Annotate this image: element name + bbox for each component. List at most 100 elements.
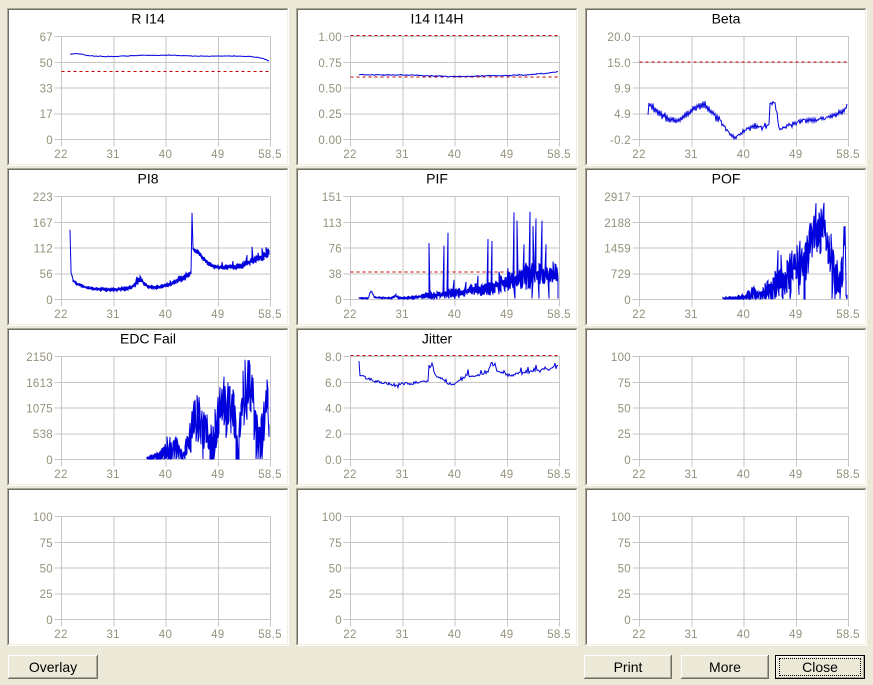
svg-text:0.25: 0.25	[318, 109, 342, 121]
svg-text:31: 31	[106, 309, 119, 321]
svg-text:22: 22	[632, 149, 645, 161]
svg-text:49: 49	[500, 629, 513, 641]
svg-text:I14 I14H: I14 I14H	[411, 11, 464, 27]
svg-text:0: 0	[335, 615, 342, 627]
svg-text:22: 22	[54, 309, 67, 321]
svg-text:223: 223	[33, 192, 53, 204]
svg-text:0: 0	[46, 295, 53, 307]
svg-text:22: 22	[343, 629, 356, 641]
svg-text:49: 49	[789, 149, 802, 161]
svg-text:15.0: 15.0	[607, 58, 631, 70]
svg-text:100: 100	[611, 512, 631, 524]
svg-text:PI8: PI8	[137, 171, 158, 187]
svg-text:49: 49	[500, 309, 513, 321]
svg-text:8.0: 8.0	[325, 352, 342, 364]
svg-text:31: 31	[106, 629, 119, 641]
svg-text:22: 22	[343, 469, 356, 481]
svg-text:100: 100	[611, 352, 631, 364]
svg-text:33: 33	[40, 84, 53, 96]
svg-text:22: 22	[632, 309, 645, 321]
svg-text:22: 22	[343, 309, 356, 321]
svg-text:0.75: 0.75	[318, 58, 342, 70]
svg-text:58.5: 58.5	[836, 629, 860, 641]
svg-text:38: 38	[329, 269, 342, 281]
svg-text:49: 49	[211, 149, 224, 161]
svg-text:22: 22	[54, 149, 67, 161]
svg-text:58.5: 58.5	[258, 149, 282, 161]
svg-text:538: 538	[33, 429, 53, 441]
svg-text:Jitter: Jitter	[422, 331, 453, 347]
svg-text:49: 49	[500, 149, 513, 161]
svg-text:POF: POF	[712, 171, 741, 187]
svg-text:2150: 2150	[26, 352, 53, 364]
svg-text:31: 31	[395, 629, 408, 641]
svg-text:50: 50	[618, 564, 631, 576]
svg-text:25: 25	[329, 589, 342, 601]
svg-text:1.00: 1.00	[318, 32, 342, 44]
svg-text:0: 0	[46, 455, 53, 467]
svg-text:0: 0	[46, 135, 53, 147]
svg-text:50: 50	[40, 58, 53, 70]
svg-text:1613: 1613	[26, 378, 53, 390]
svg-text:58.5: 58.5	[836, 469, 860, 481]
svg-text:49: 49	[211, 629, 224, 641]
svg-text:0: 0	[624, 615, 631, 627]
svg-text:40: 40	[737, 469, 750, 481]
svg-text:167: 167	[33, 218, 53, 230]
svg-text:40: 40	[159, 469, 172, 481]
svg-text:2.0: 2.0	[325, 429, 342, 441]
svg-text:31: 31	[684, 309, 697, 321]
svg-text:1459: 1459	[604, 244, 631, 256]
svg-text:9.9: 9.9	[614, 84, 631, 96]
svg-text:67: 67	[40, 32, 53, 44]
svg-text:75: 75	[329, 538, 342, 550]
svg-text:49: 49	[789, 629, 802, 641]
svg-text:49: 49	[500, 469, 513, 481]
svg-text:58.5: 58.5	[836, 309, 860, 321]
svg-text:31: 31	[395, 469, 408, 481]
svg-text:40: 40	[448, 469, 461, 481]
svg-text:58.5: 58.5	[547, 469, 571, 481]
svg-text:40: 40	[448, 309, 461, 321]
svg-text:0.00: 0.00	[318, 135, 342, 147]
svg-text:49: 49	[789, 309, 802, 321]
svg-text:40: 40	[159, 629, 172, 641]
svg-text:0: 0	[624, 455, 631, 467]
svg-text:40: 40	[737, 629, 750, 641]
svg-text:22: 22	[54, 629, 67, 641]
svg-text:56: 56	[40, 269, 53, 281]
svg-text:22: 22	[54, 469, 67, 481]
svg-text:22: 22	[343, 149, 356, 161]
svg-text:113: 113	[323, 218, 342, 230]
svg-text:40: 40	[159, 149, 172, 161]
svg-text:31: 31	[684, 149, 697, 161]
svg-text:4.0: 4.0	[325, 404, 342, 416]
svg-text:40: 40	[737, 309, 750, 321]
svg-text:22: 22	[632, 629, 645, 641]
svg-text:22: 22	[632, 469, 645, 481]
svg-text:40: 40	[448, 629, 461, 641]
svg-text:0: 0	[46, 615, 53, 627]
svg-text:151: 151	[322, 192, 342, 204]
svg-text:25: 25	[40, 589, 53, 601]
svg-text:Beta: Beta	[712, 11, 741, 27]
svg-text:50: 50	[40, 564, 53, 576]
svg-text:76: 76	[329, 244, 342, 256]
svg-text:PIF: PIF	[426, 171, 448, 187]
svg-text:50: 50	[618, 404, 631, 416]
svg-text:4.9: 4.9	[614, 109, 631, 121]
svg-text:58.5: 58.5	[547, 309, 571, 321]
svg-text:2917: 2917	[604, 192, 631, 204]
svg-text:75: 75	[40, 538, 53, 550]
svg-text:1075: 1075	[26, 404, 53, 416]
svg-text:R I14: R I14	[131, 11, 165, 27]
svg-text:58.5: 58.5	[258, 309, 282, 321]
svg-text:58.5: 58.5	[547, 629, 571, 641]
svg-text:31: 31	[106, 149, 119, 161]
svg-text:25: 25	[618, 429, 631, 441]
svg-text:40: 40	[737, 149, 750, 161]
svg-text:31: 31	[684, 629, 697, 641]
svg-text:75: 75	[618, 538, 631, 550]
svg-text:0: 0	[335, 295, 342, 307]
svg-text:17: 17	[40, 109, 53, 121]
